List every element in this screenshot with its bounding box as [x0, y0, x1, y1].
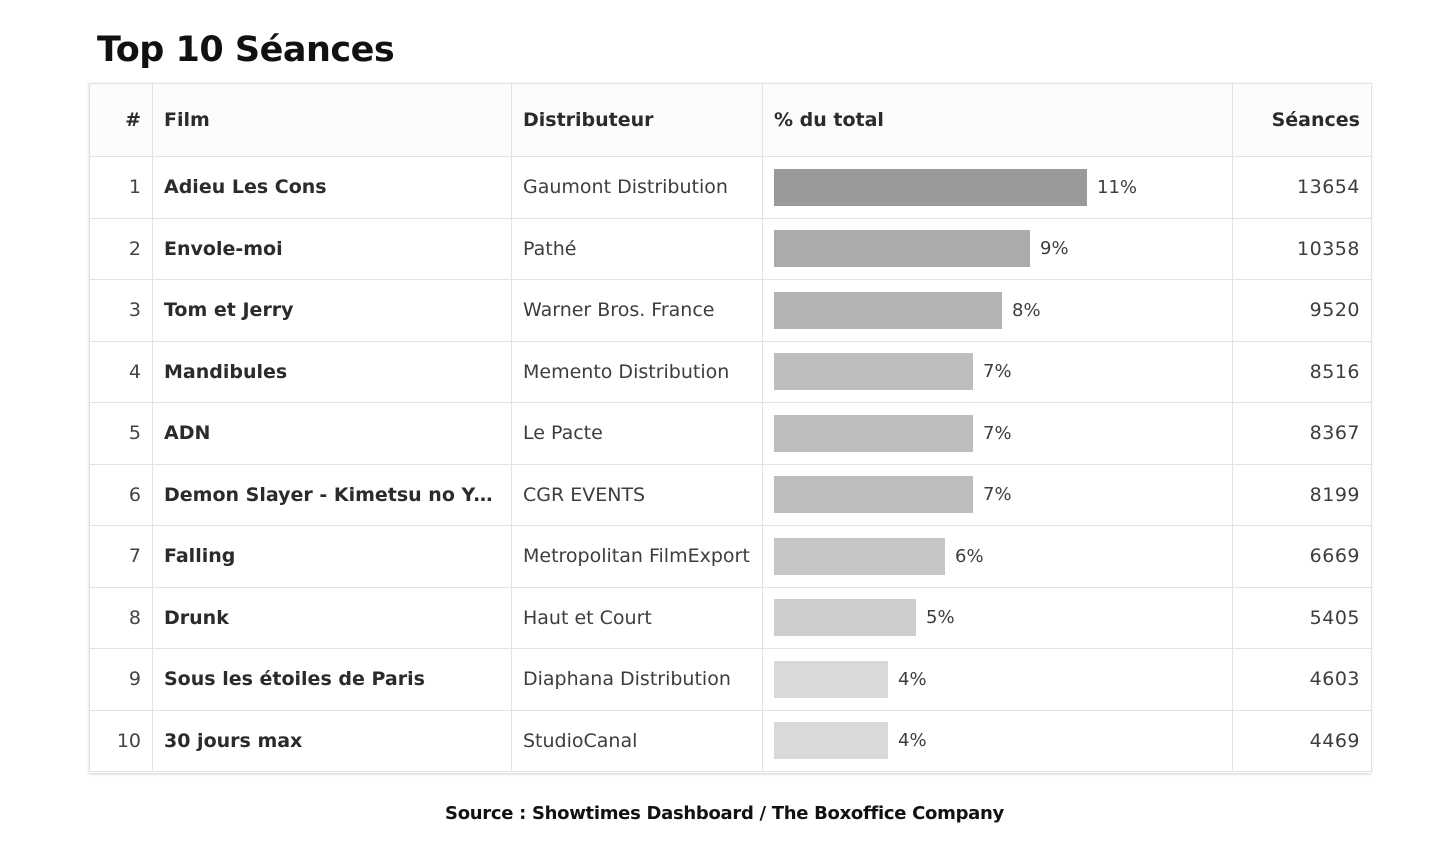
distributor-cell: Gaumont Distribution	[511, 156, 763, 219]
distributor-cell: Pathé	[511, 217, 763, 280]
seances-cell: 13654	[1232, 156, 1372, 219]
table-row[interactable]: 2 Envole-moi Pathé 9% 10358	[89, 217, 1372, 280]
percent-cell: 8%	[762, 279, 1233, 342]
table-row[interactable]: 9 Sous les étoiles de Paris Diaphana Distr…	[89, 648, 1372, 711]
rank-cell: 7	[89, 525, 153, 588]
film-title-cell: Adieu Les Cons	[152, 156, 512, 219]
percent-bar	[774, 599, 916, 637]
seances-cell: 9520	[1232, 279, 1372, 342]
column-header-seances[interactable]: Séances	[1232, 83, 1372, 157]
percent-bar	[774, 722, 888, 760]
distributor-cell: Warner Bros. France	[511, 279, 763, 342]
rank-cell: 10	[89, 709, 153, 772]
table-row[interactable]: 4 Mandibules Memento Distribution 7% 8516	[89, 340, 1372, 403]
percent-label: 6%	[955, 545, 984, 567]
percent-label: 11%	[1097, 176, 1138, 198]
film-title-cell: Demon Slayer - Kimetsu no Yaiba - Le tra…	[152, 463, 512, 526]
table-row[interactable]: 8 Drunk Haut et Court 5% 5405	[89, 586, 1372, 649]
table-row[interactable]: 7 Falling Metropolitan FilmExport 6% 6669	[89, 525, 1372, 588]
percent-bar	[774, 168, 1087, 206]
percent-cell: 7%	[762, 340, 1233, 403]
seances-cell: 4603	[1232, 648, 1372, 711]
column-header-film[interactable]: Film	[152, 83, 512, 157]
distributor-cell: Haut et Court	[511, 586, 763, 649]
percent-label: 7%	[983, 484, 1012, 506]
percent-bar	[774, 414, 973, 452]
percent-bar	[774, 230, 1030, 268]
percent-cell: 6%	[762, 525, 1233, 588]
column-header-percent[interactable]: % du total	[762, 83, 1233, 157]
percent-bar	[774, 537, 945, 575]
rank-cell: 5	[89, 402, 153, 465]
column-header-distributor[interactable]: Distributeur	[511, 83, 763, 157]
percent-label: 7%	[983, 361, 1012, 383]
table-row[interactable]: 10 30 jours max StudioCanal 4% 4469	[89, 709, 1372, 772]
seances-cell: 6669	[1232, 525, 1372, 588]
seances-cell: 10358	[1232, 217, 1372, 280]
table-header-row: # Film Distributeur % du total Séances	[89, 83, 1372, 157]
table-row[interactable]: 5 ADN Le Pacte 7% 8367	[89, 402, 1372, 465]
percent-label: 8%	[1012, 299, 1041, 321]
percent-label: 4%	[898, 668, 927, 690]
seances-cell: 8367	[1232, 402, 1372, 465]
percent-label: 4%	[898, 730, 927, 752]
rank-cell: 1	[89, 156, 153, 219]
percent-bar	[774, 476, 973, 514]
distributor-cell: Le Pacte	[511, 402, 763, 465]
film-title-cell: Tom et Jerry	[152, 279, 512, 342]
page-title: Top 10 Séances	[97, 30, 395, 70]
percent-cell: 4%	[762, 709, 1233, 772]
seances-cell: 4469	[1232, 709, 1372, 772]
film-title-cell: Sous les étoiles de Paris	[152, 648, 512, 711]
distributor-cell: Metropolitan FilmExport	[511, 525, 763, 588]
rank-cell: 4	[89, 340, 153, 403]
percent-cell: 7%	[762, 402, 1233, 465]
distributor-cell: CGR EVENTS	[511, 463, 763, 526]
rank-cell: 9	[89, 648, 153, 711]
seances-cell: 8199	[1232, 463, 1372, 526]
percent-cell: 4%	[762, 648, 1233, 711]
table-row[interactable]: 1 Adieu Les Cons Gaumont Distribution 11% 13…	[89, 156, 1372, 219]
percent-label: 5%	[926, 607, 955, 629]
distributor-cell: StudioCanal	[511, 709, 763, 772]
rank-cell: 8	[89, 586, 153, 649]
column-header-rank[interactable]: #	[89, 83, 153, 157]
table-row[interactable]: 3 Tom et Jerry Warner Bros. France 8% 9520	[89, 279, 1372, 342]
percent-cell: 9%	[762, 217, 1233, 280]
seances-cell: 5405	[1232, 586, 1372, 649]
rank-cell: 6	[89, 463, 153, 526]
source-caption: Source : Showtimes Dashboard / The Boxof…	[445, 803, 1004, 824]
seances-cell: 8516	[1232, 340, 1372, 403]
percent-cell: 7%	[762, 463, 1233, 526]
film-title-cell: Drunk	[152, 586, 512, 649]
distributor-cell: Memento Distribution	[511, 340, 763, 403]
film-title-cell: Falling	[152, 525, 512, 588]
percent-bar	[774, 660, 888, 698]
percent-label: 7%	[983, 422, 1012, 444]
percent-bar	[774, 291, 1002, 329]
percent-label: 9%	[1040, 238, 1069, 260]
percent-cell: 11%	[762, 156, 1233, 219]
film-title-cell: Mandibules	[152, 340, 512, 403]
film-title-cell: Envole-moi	[152, 217, 512, 280]
seances-table-container: # Film Distributeur % du total Séances 1…	[89, 83, 1372, 773]
film-title-cell: ADN	[152, 402, 512, 465]
percent-bar	[774, 353, 973, 391]
percent-cell: 5%	[762, 586, 1233, 649]
seances-table: # Film Distributeur % du total Séances 1…	[89, 83, 1372, 772]
rank-cell: 2	[89, 217, 153, 280]
film-title-cell: 30 jours max	[152, 709, 512, 772]
rank-cell: 3	[89, 279, 153, 342]
table-body: 1 Adieu Les Cons Gaumont Distribution 11% 13…	[89, 156, 1372, 772]
distributor-cell: Diaphana Distribution	[511, 648, 763, 711]
